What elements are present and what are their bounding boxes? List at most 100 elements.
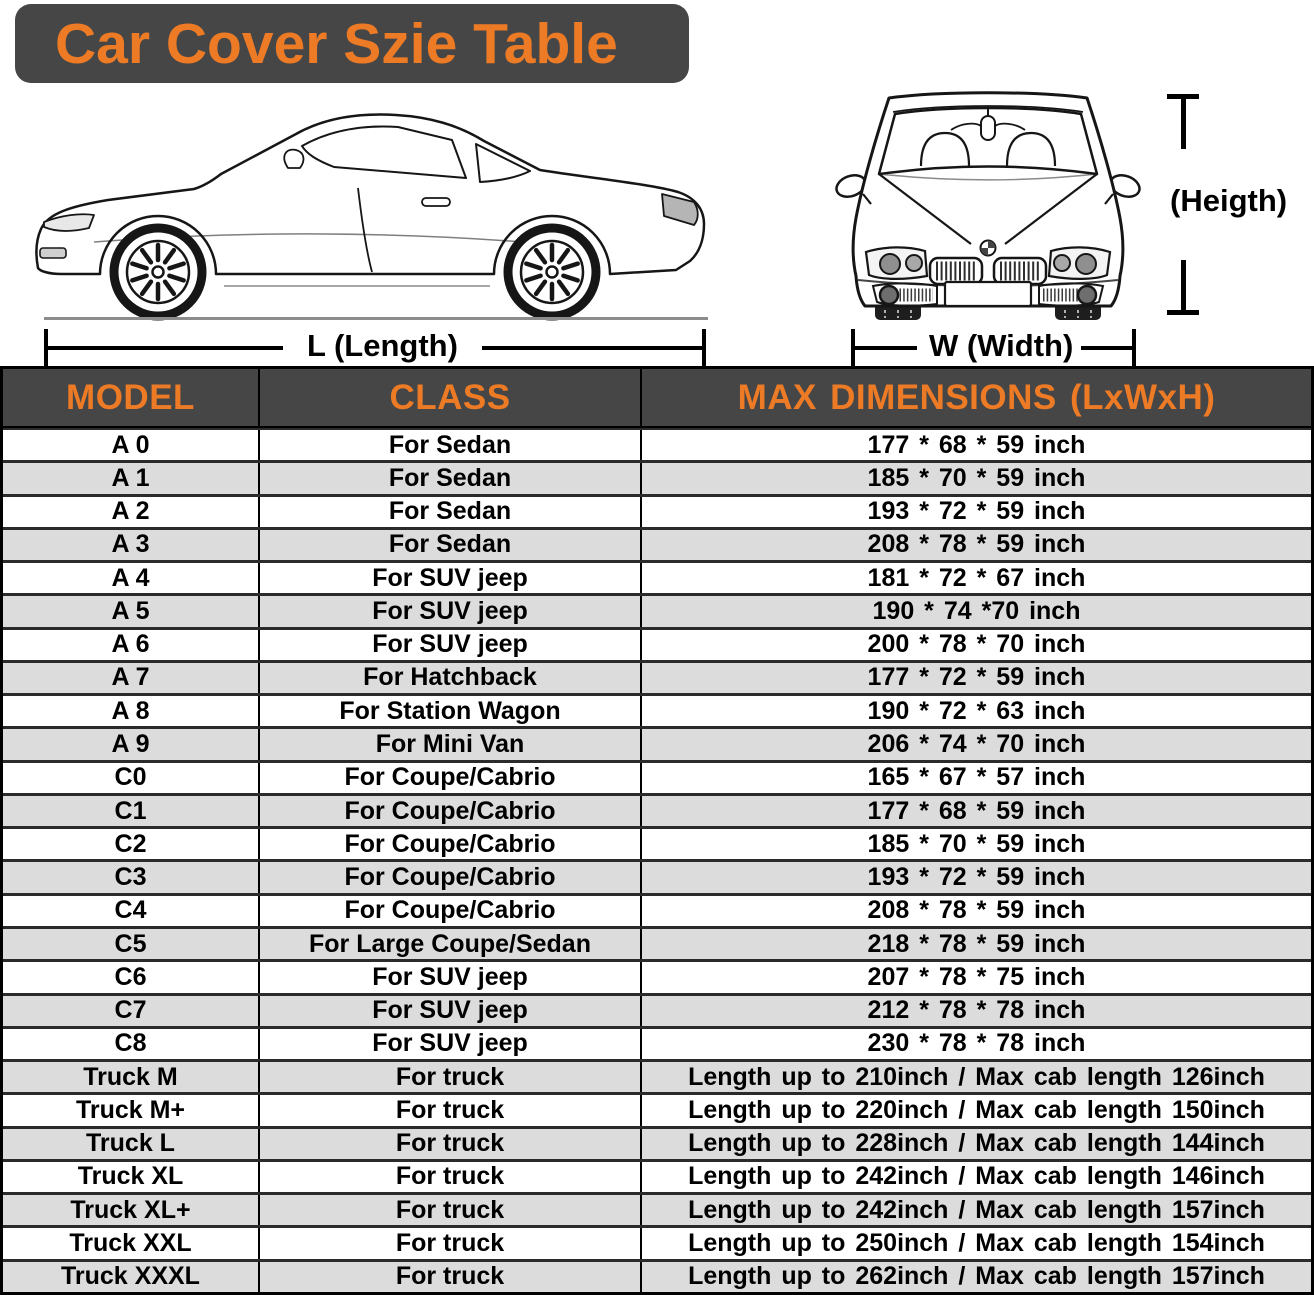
class-cell: For Sedan — [258, 496, 640, 527]
height-dimension-tick — [1167, 310, 1199, 315]
model-cell: A 0 — [111, 430, 150, 459]
model-cell: A 4 — [111, 563, 150, 592]
model-cell: C7 — [114, 996, 147, 1025]
dimensions-cell: Length up to 228inch / Max cab length 14… — [640, 1128, 1311, 1159]
model-cell: A 1 — [111, 463, 150, 492]
model-cell: C2 — [114, 829, 147, 858]
class-cell: For Station Wagon — [258, 696, 640, 727]
class-cell: For SUV jeep — [258, 563, 640, 594]
dimensions-cell: 177 * 72 * 59 inch — [640, 662, 1311, 694]
table-row: Truck M For truck Length up to 210inch /… — [3, 1059, 1311, 1093]
model-cell: A 7 — [111, 663, 150, 692]
table-row: C4 For Coupe/Cabrio 208 * 78 * 59 inch — [3, 892, 1311, 926]
height-label: (Heigth) — [1170, 183, 1288, 218]
height-dimension-line — [1181, 260, 1186, 315]
class-cell: For truck — [258, 1095, 640, 1126]
class-cell: For Large Coupe/Sedan — [258, 928, 640, 960]
table-row: A 6 For SUV jeep 200 * 78 * 70 inch — [3, 626, 1311, 660]
model-cell: C5 — [114, 929, 147, 958]
class-cell: For SUV jeep — [258, 995, 640, 1026]
table-row: C7 For SUV jeep 212 * 78 * 78 inch — [3, 992, 1311, 1026]
dimensions-cell: 230 * 78 * 78 inch — [640, 1028, 1311, 1060]
page-title: Car Cover Szie Table — [55, 11, 618, 76]
model-cell: Truck L — [86, 1129, 175, 1158]
class-cell: For truck — [258, 1195, 640, 1226]
class-cell: For Coupe/Cabrio — [258, 895, 640, 926]
dimensions-cell: 177 * 68 * 59 inch — [640, 795, 1311, 827]
class-cell: For SUV jeep — [258, 629, 640, 660]
model-cell: A 9 — [111, 730, 150, 759]
dimensions-cell: 208 * 78 * 59 inch — [640, 529, 1311, 561]
class-cell: For truck — [258, 1161, 640, 1193]
dimensions-cell: 206 * 74 * 70 inch — [640, 729, 1311, 760]
table-row: Truck XXXL For truck Length up to 262inc… — [3, 1258, 1311, 1292]
car-front-view-illustration — [835, 91, 1141, 320]
height-dimension-line — [1181, 94, 1186, 149]
class-cell: For truck — [258, 1128, 640, 1159]
class-cell: For Coupe/Cabrio — [258, 762, 640, 793]
table-row: C8 For SUV jeep 230 * 78 * 78 inch — [3, 1025, 1311, 1060]
table-header: MODEL CLASS MAX DIMENSIONS (LxWxH) — [3, 369, 1311, 428]
table-row: Truck XL For truck Length up to 242inch … — [3, 1158, 1311, 1193]
model-cell: Truck XL+ — [70, 1195, 191, 1224]
table-row: C3 For Coupe/Cabrio 193 * 72 * 59 inch — [3, 859, 1311, 893]
class-cell: For SUV jeep — [258, 962, 640, 993]
dimension-line — [481, 346, 702, 350]
dimension-tick — [1132, 329, 1136, 367]
dimension-line — [855, 346, 917, 350]
table-row: A 3 For Sedan 208 * 78 * 59 inch — [3, 526, 1311, 561]
dimensions-cell: 190 * 74 *70 inch — [640, 596, 1311, 627]
title-banner: Car Cover Szie Table — [15, 4, 689, 83]
car-side-view-illustration — [35, 113, 706, 321]
model-cell: C4 — [114, 896, 147, 925]
class-cell: For Sedan — [258, 529, 640, 561]
dimensions-cell: 185 * 70 * 59 inch — [640, 829, 1311, 860]
dimension-line — [1081, 346, 1132, 350]
model-cell: A 8 — [111, 696, 150, 725]
length-dimension: L (Length) — [44, 328, 706, 367]
dimensions-cell: 165 * 67 * 57 inch — [640, 762, 1311, 793]
model-cell: Truck M+ — [75, 1095, 186, 1124]
table-row: C5 For Large Coupe/Sedan 218 * 78 * 59 i… — [3, 925, 1311, 960]
model-cell: C1 — [114, 796, 147, 825]
model-cell: A 6 — [111, 630, 150, 659]
model-cell: A 2 — [111, 497, 150, 526]
table-row: Truck XXL For truck Length up to 250inch… — [3, 1225, 1311, 1259]
model-cell: Truck M — [83, 1062, 178, 1091]
table-row: A 4 For SUV jeep 181 * 72 * 67 inch — [3, 560, 1311, 594]
ground-line — [44, 317, 708, 320]
model-cell: A 3 — [111, 530, 150, 559]
class-cell: For SUV jeep — [258, 596, 640, 627]
dimensions-cell: 177 * 68 * 59 inch — [640, 430, 1311, 461]
dimensions-cell: Length up to 210inch / Max cab length 12… — [640, 1062, 1311, 1093]
dimensions-cell: Length up to 242inch / Max cab length 15… — [640, 1195, 1311, 1226]
class-cell: For Coupe/Cabrio — [258, 795, 640, 827]
dimensions-cell: 200 * 78 * 70 inch — [640, 629, 1311, 660]
table-row: Truck L For truck Length up to 228inch /… — [3, 1125, 1311, 1159]
dimensions-cell: Length up to 242inch / Max cab length 14… — [640, 1161, 1311, 1193]
class-cell: For truck — [258, 1228, 640, 1259]
dimension-tick — [702, 329, 706, 367]
table-body: A 0 For Sedan 177 * 68 * 59 inch A 1 For… — [3, 428, 1311, 1292]
model-cell: A 5 — [111, 596, 150, 625]
dimensions-cell: 207 * 78 * 75 inch — [640, 962, 1311, 993]
model-cell: C8 — [114, 1029, 147, 1058]
dimension-tick — [44, 329, 48, 367]
model-cell: Truck XXXL — [61, 1262, 200, 1291]
dimensions-cell: Length up to 262inch / Max cab length 15… — [640, 1261, 1311, 1292]
table-row: A 9 For Mini Van 206 * 74 * 70 inch — [3, 726, 1311, 760]
dimensions-cell: 181 * 72 * 67 inch — [640, 563, 1311, 594]
class-cell: For truck — [258, 1261, 640, 1292]
dimension-tick — [851, 329, 855, 367]
model-cell: C3 — [114, 863, 147, 892]
dimensions-cell: 218 * 78 * 59 inch — [640, 928, 1311, 960]
table-row: A 5 For SUV jeep 190 * 74 *70 inch — [3, 593, 1311, 627]
length-label: L (Length) — [307, 328, 458, 363]
table-row: C1 For Coupe/Cabrio 177 * 68 * 59 inch — [3, 792, 1311, 827]
width-dimension: W (Width) — [851, 328, 1136, 367]
table-row: Truck XL+ For truck Length up to 242inch… — [3, 1192, 1311, 1226]
model-cell: Truck XL — [77, 1162, 184, 1191]
class-cell: For Sedan — [258, 430, 640, 461]
dimensions-cell: Length up to 250inch / Max cab length 15… — [640, 1228, 1311, 1259]
